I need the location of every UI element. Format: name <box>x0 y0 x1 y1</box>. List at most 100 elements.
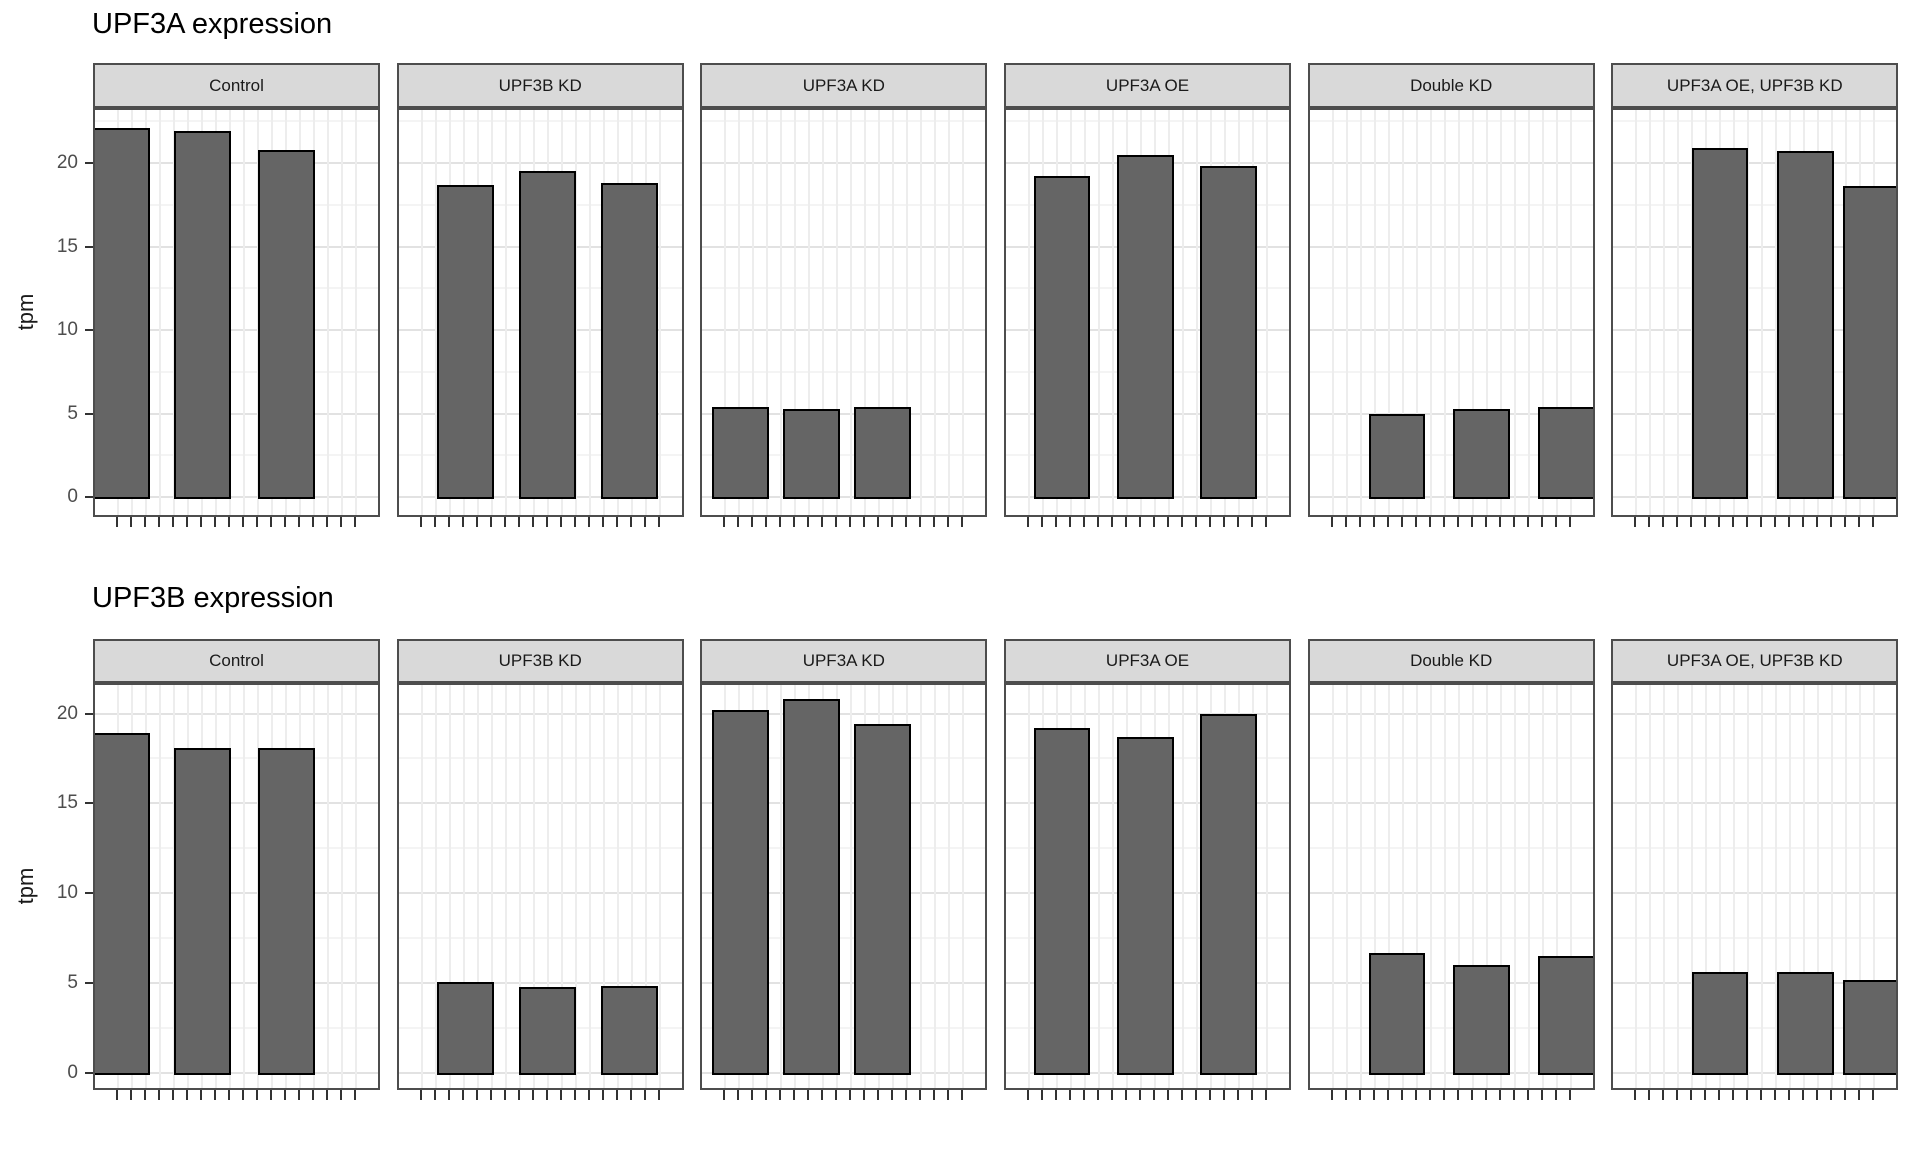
major-gridline <box>1309 802 1593 805</box>
x-tick-mark <box>1138 517 1141 527</box>
vertical-gridline <box>1331 685 1334 1088</box>
x-tick-mark <box>863 517 866 527</box>
facet-strip-label: UPF3A KD <box>802 651 885 670</box>
facet-strip: UPF3A KD <box>700 63 988 108</box>
minor-gridline <box>95 370 378 373</box>
minor-gridline <box>702 120 986 123</box>
x-tick-mark <box>255 1090 258 1100</box>
vertical-gridline <box>1775 685 1778 1088</box>
vertical-gridline <box>532 685 535 1088</box>
vertical-gridline <box>1541 110 1544 515</box>
vertical-gridline <box>588 110 591 515</box>
x-tick-mark <box>947 517 950 527</box>
x-tick-mark <box>475 1090 478 1100</box>
x-tick-mark <box>961 517 964 527</box>
x-tick-mark <box>793 517 796 527</box>
vertical-gridline <box>602 685 605 1088</box>
x-tick-mark <box>447 1090 450 1100</box>
facet-panel <box>93 108 380 517</box>
major-gridline <box>1613 496 1897 498</box>
facet-panel <box>1611 108 1899 517</box>
major-gridline <box>1309 245 1593 248</box>
x-tick-mark <box>1844 517 1847 527</box>
x-tick-mark <box>1040 517 1043 527</box>
x-tick-mark <box>1208 517 1211 527</box>
x-tick-mark <box>1470 1090 1473 1100</box>
major-gridline <box>1309 982 1593 985</box>
vertical-gridline <box>560 685 563 1088</box>
x-tick-mark <box>1830 1090 1833 1100</box>
major-gridline <box>1309 329 1593 332</box>
minor-gridline <box>702 203 986 206</box>
vertical-gridline <box>1373 110 1376 515</box>
vertical-gridline <box>1027 685 1030 1088</box>
vertical-gridline <box>1195 685 1198 1088</box>
vertical-gridline <box>780 685 783 1088</box>
x-tick-mark <box>657 1090 660 1100</box>
vertical-gridline <box>630 685 633 1088</box>
x-tick-mark <box>1662 517 1665 527</box>
vertical-gridline <box>1415 685 1418 1088</box>
x-tick-mark <box>213 517 216 527</box>
x-tick-mark <box>1802 517 1805 527</box>
vertical-gridline <box>1111 110 1114 515</box>
x-tick-mark <box>877 517 880 527</box>
x-tick-mark <box>961 1090 964 1100</box>
bar <box>600 183 658 499</box>
x-tick-mark <box>185 517 188 527</box>
facet-panel <box>1611 683 1899 1090</box>
vertical-gridline <box>1471 110 1474 515</box>
major-gridline <box>398 802 682 805</box>
facet-strip-label: Double KD <box>1410 651 1493 670</box>
minor-gridline <box>1309 370 1593 373</box>
vertical-gridline <box>1387 685 1390 1088</box>
vertical-gridline <box>1401 685 1404 1088</box>
bar <box>1843 186 1897 499</box>
vertical-gridline <box>1649 685 1652 1088</box>
x-tick-mark <box>1676 517 1679 527</box>
x-tick-mark <box>1816 1090 1819 1100</box>
major-gridline <box>95 892 378 895</box>
x-tick-mark <box>1250 1090 1253 1100</box>
bar <box>1033 176 1091 499</box>
facet-strip: UPF3A KD <box>700 639 988 683</box>
vertical-gridline <box>836 110 839 515</box>
x-tick-mark <box>1026 517 1029 527</box>
x-tick-mark <box>1704 1090 1707 1100</box>
vertical-gridline <box>1845 685 1848 1088</box>
vertical-gridline <box>1027 110 1030 515</box>
x-tick-mark <box>1194 517 1197 527</box>
minor-gridline <box>398 847 682 850</box>
vertical-gridline <box>1513 110 1516 515</box>
vertical-gridline <box>354 685 357 1088</box>
x-tick-mark <box>283 1090 286 1100</box>
x-tick-mark <box>1498 1090 1501 1100</box>
bar <box>1843 979 1897 1075</box>
x-tick-mark <box>1774 1090 1777 1100</box>
bar <box>1537 956 1593 1075</box>
minor-gridline <box>95 757 378 760</box>
x-tick-mark <box>419 517 422 527</box>
x-tick-mark <box>919 1090 922 1100</box>
vertical-gridline <box>1733 685 1736 1088</box>
x-tick-mark <box>1568 1090 1571 1100</box>
major-gridline <box>95 982 378 985</box>
facet-strip: UPF3A OE, UPF3B KD <box>1611 639 1899 683</box>
y-tick-mark <box>85 496 93 498</box>
bar <box>437 982 494 1075</box>
x-tick-mark <box>171 1090 174 1100</box>
x-tick-mark <box>1484 1090 1487 1100</box>
x-tick-mark <box>1386 1090 1389 1100</box>
x-tick-mark <box>1788 1090 1791 1100</box>
facet-strip: Double KD <box>1307 639 1595 683</box>
vertical-gridline <box>1747 685 1750 1088</box>
vertical-gridline <box>1443 110 1446 515</box>
x-tick-mark <box>1096 1090 1099 1100</box>
vertical-gridline <box>1265 110 1268 515</box>
minor-gridline <box>95 1027 378 1030</box>
vertical-gridline <box>172 685 175 1088</box>
x-tick-mark <box>1788 517 1791 527</box>
x-tick-mark <box>1456 1090 1459 1100</box>
bar <box>174 747 232 1075</box>
minor-gridline <box>702 1027 986 1030</box>
